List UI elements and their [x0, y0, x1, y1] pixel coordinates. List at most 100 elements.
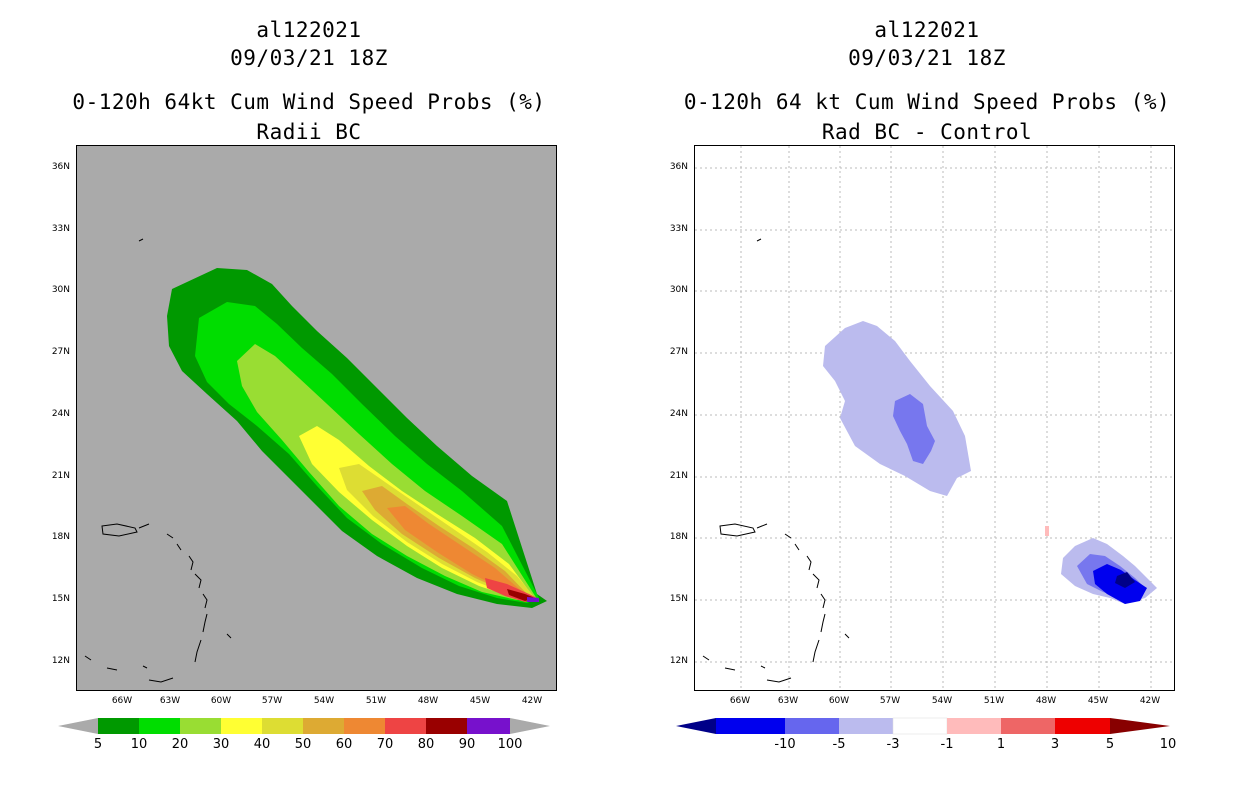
gridlines	[695, 146, 1174, 690]
colorbar-label: 80	[417, 737, 435, 752]
lon-label: 57W	[261, 696, 283, 706]
colorbar-label: -1	[940, 737, 954, 752]
colorbar-label: 70	[376, 737, 394, 752]
colorbar-swatch	[262, 718, 303, 734]
colorbar-swatch	[303, 718, 344, 734]
lon-label: 60W	[828, 696, 850, 706]
storm-id: al122021	[874, 18, 980, 42]
colorbar-swatch	[1055, 718, 1110, 734]
colorbar-label: 10	[130, 737, 148, 752]
colorbar-label: 100	[497, 737, 523, 752]
colorbar-under-arrow	[676, 718, 716, 734]
colorbar-swatch	[785, 718, 839, 734]
coastlines	[84, 238, 232, 683]
colorbar-swatch	[344, 718, 385, 734]
colorbar-swatch	[947, 718, 1001, 734]
colorbar-swatch	[1001, 718, 1055, 734]
lat-label: 15N	[669, 594, 688, 604]
colorbar-label: -5	[832, 737, 846, 752]
difference-contours	[695, 146, 1174, 690]
lat-label: 12N	[51, 656, 70, 666]
difference-map	[694, 145, 1175, 691]
product-subtitle: Rad BC - Control	[821, 120, 1033, 144]
colorbar-label: 50	[294, 737, 312, 752]
lat-label: 27N	[51, 347, 70, 357]
colorbar-swatch	[716, 718, 785, 734]
lat-label: 12N	[669, 656, 688, 666]
product-title: 0-120h 64kt Cum Wind Speed Probs (%)	[72, 90, 546, 114]
datetime: 09/03/21 18Z	[848, 46, 1006, 70]
product-subtitle: Radii BC	[256, 120, 362, 144]
contour-90	[527, 597, 539, 602]
lon-label: 63W	[777, 696, 799, 706]
colorbar-label: -10	[774, 737, 796, 752]
lat-label: 36N	[51, 162, 70, 172]
colorbar-label: 10	[1159, 737, 1177, 752]
probability-map	[76, 145, 557, 691]
lat-label: 30N	[669, 285, 688, 295]
colorbar-swatch	[98, 718, 139, 734]
lon-label: 45W	[1087, 696, 1109, 706]
lon-label: 48W	[417, 696, 439, 706]
colorbar-swatch	[839, 718, 893, 734]
diff-contour-darkest	[1115, 572, 1135, 588]
colorbar-swatch	[426, 718, 467, 734]
colorbar-left	[58, 718, 550, 734]
lat-label: 33N	[51, 224, 70, 234]
lon-label: 66W	[729, 696, 751, 706]
colorbar-under-arrow	[58, 718, 98, 734]
colorbar-label: 5	[93, 737, 103, 752]
lon-label: 54W	[313, 696, 335, 706]
lat-label: 18N	[669, 532, 688, 542]
colorbar-label: 5	[1105, 737, 1115, 752]
colorbar-label: 90	[458, 737, 476, 752]
lat-label: 24N	[51, 409, 70, 419]
colorbar-label: 40	[253, 737, 271, 752]
coastlines	[702, 238, 850, 683]
lon-label: 48W	[1035, 696, 1057, 706]
lat-label: 21N	[51, 471, 70, 481]
colorbar-label: 60	[335, 737, 353, 752]
storm-id: al122021	[256, 18, 362, 42]
lon-label: 60W	[210, 696, 232, 706]
diff-contour-mid	[893, 394, 935, 464]
colorbar-over-arrow	[1110, 718, 1170, 734]
lon-label: 66W	[111, 696, 133, 706]
product-title: 0-120h 64 kt Cum Wind Speed Probs (%)	[683, 90, 1171, 114]
colorbar-swatch	[180, 718, 221, 734]
diff-contour-positive	[1045, 526, 1049, 536]
colorbar-right	[676, 717, 1170, 735]
colorbar-swatch	[467, 718, 510, 734]
lat-label: 18N	[51, 532, 70, 542]
datetime: 09/03/21 18Z	[230, 46, 388, 70]
lat-label: 30N	[51, 285, 70, 295]
colorbar-label: 3	[1050, 737, 1060, 752]
colorbar-label: 1	[996, 737, 1006, 752]
lon-label: 51W	[365, 696, 387, 706]
lat-label: 36N	[669, 162, 688, 172]
colorbar-swatch	[221, 718, 262, 734]
right-panel: al122021 09/03/21 18Z 0-120h 64 kt Cum W…	[618, 0, 1236, 800]
lat-label: 15N	[51, 594, 70, 604]
probability-contours	[84, 238, 547, 683]
lat-label: 27N	[669, 347, 688, 357]
lon-label: 42W	[521, 696, 543, 706]
lon-label: 57W	[879, 696, 901, 706]
lon-label: 63W	[159, 696, 181, 706]
colorbar-swatch	[139, 718, 180, 734]
left-panel: al122021 09/03/21 18Z 0-120h 64kt Cum Wi…	[51, 18, 557, 752]
lon-label: 42W	[1139, 696, 1161, 706]
lon-label: 51W	[983, 696, 1005, 706]
lat-label: 24N	[669, 409, 688, 419]
lon-label: 45W	[469, 696, 491, 706]
colorbar-over-arrow	[510, 718, 550, 734]
lon-label: 54W	[931, 696, 953, 706]
colorbar-swatch	[892, 717, 948, 735]
colorbar-label: 30	[212, 737, 230, 752]
contour-60	[387, 506, 525, 594]
lat-label: 33N	[669, 224, 688, 234]
colorbar-label: -3	[886, 737, 900, 752]
lat-label: 21N	[669, 471, 688, 481]
colorbar-swatch	[385, 718, 426, 734]
colorbar-label: 20	[171, 737, 189, 752]
